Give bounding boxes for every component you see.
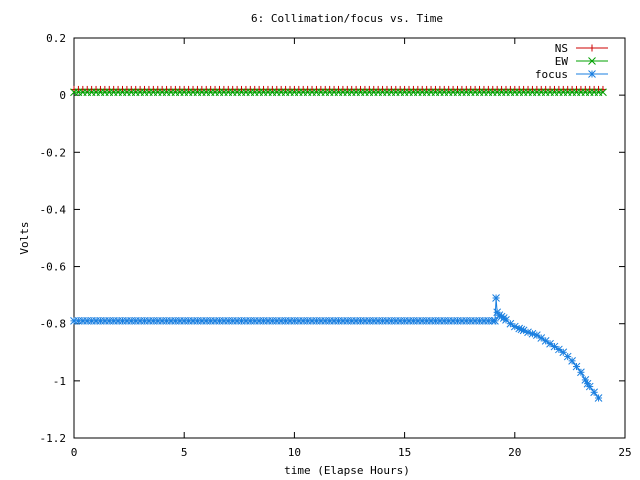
data-point [491, 317, 499, 325]
marker-stroke [577, 368, 585, 377]
data-point [577, 368, 585, 377]
data-point [555, 345, 563, 354]
x-tick-label: 25 [618, 446, 631, 459]
data-point [588, 70, 596, 78]
legend-label: EW [555, 55, 569, 68]
data-point [588, 57, 596, 65]
marker-stroke [491, 317, 499, 325]
marker-stroke [559, 348, 568, 357]
data-point [559, 348, 568, 357]
plot-area [73, 37, 626, 439]
x-axis-label: time (Elapse Hours) [284, 464, 410, 477]
marker-stroke [590, 388, 598, 397]
series-EW [70, 88, 607, 97]
marker-stroke [546, 339, 554, 348]
data-point [590, 388, 598, 397]
data-point [572, 362, 581, 371]
data-point [502, 316, 510, 324]
marker-stroke [568, 357, 576, 365]
data-point [594, 394, 603, 402]
data-point [568, 357, 576, 365]
marker-stroke [563, 352, 572, 361]
plot-frame [73, 37, 626, 439]
x-tick-label: 5 [181, 446, 188, 459]
y-tick-label: -0.8 [40, 318, 67, 331]
marker-stroke [588, 57, 596, 65]
data-point [506, 319, 515, 328]
data-point [492, 294, 500, 302]
marker-stroke [588, 70, 596, 78]
marker-stroke [510, 322, 519, 331]
data-point [541, 337, 550, 345]
marker-stroke [599, 88, 607, 97]
legend-label: NS [555, 42, 568, 55]
marker-stroke [506, 319, 515, 328]
data-point [537, 334, 546, 342]
data-point [588, 44, 596, 52]
marker-stroke [550, 342, 559, 351]
data-point [532, 331, 541, 339]
axis-ticks: 0 5 10 15 20 25 0.2 0 -0.2 -0.4 -0.6 -0.8 -1 -1.2 [40, 32, 632, 459]
marker-stroke [537, 334, 546, 342]
marker-stroke [581, 376, 590, 384]
x-tick-label: 10 [288, 446, 301, 459]
marker-stroke [532, 331, 541, 339]
chart-title: 6: Collimation/focus vs. Time [251, 12, 443, 25]
y-tick-label: -0.6 [40, 261, 67, 274]
marker-stroke [594, 394, 603, 402]
y-tick-label: -0.4 [40, 203, 67, 216]
x-tick-label: 0 [71, 446, 78, 459]
y-tick-label: 0.2 [46, 32, 66, 45]
marker-stroke [585, 382, 594, 391]
y-tick-label: -0.2 [40, 146, 67, 159]
series-focus [70, 294, 603, 402]
series-layer [70, 85, 607, 402]
marker-stroke [572, 362, 581, 371]
x-tick-label: 15 [398, 446, 411, 459]
marker-stroke [541, 337, 550, 345]
y-tick-label: -1.2 [40, 432, 67, 445]
marker-stroke [502, 316, 510, 324]
x-tick-label: 20 [508, 446, 521, 459]
data-point [550, 342, 559, 351]
marker-stroke [555, 345, 563, 354]
marker-stroke [524, 328, 532, 337]
data-point [585, 382, 594, 391]
marker-stroke [528, 329, 537, 338]
y-axis-label: Volts [18, 221, 31, 254]
legend-label: focus [535, 68, 568, 81]
marker-stroke [497, 312, 506, 321]
marker-stroke [519, 326, 528, 335]
data-point [599, 88, 607, 97]
y-tick-label: 0 [59, 89, 66, 102]
data-point [546, 339, 554, 348]
y-tick-label: -1 [53, 375, 66, 388]
marker-stroke [495, 311, 504, 319]
marker-stroke [492, 294, 500, 302]
